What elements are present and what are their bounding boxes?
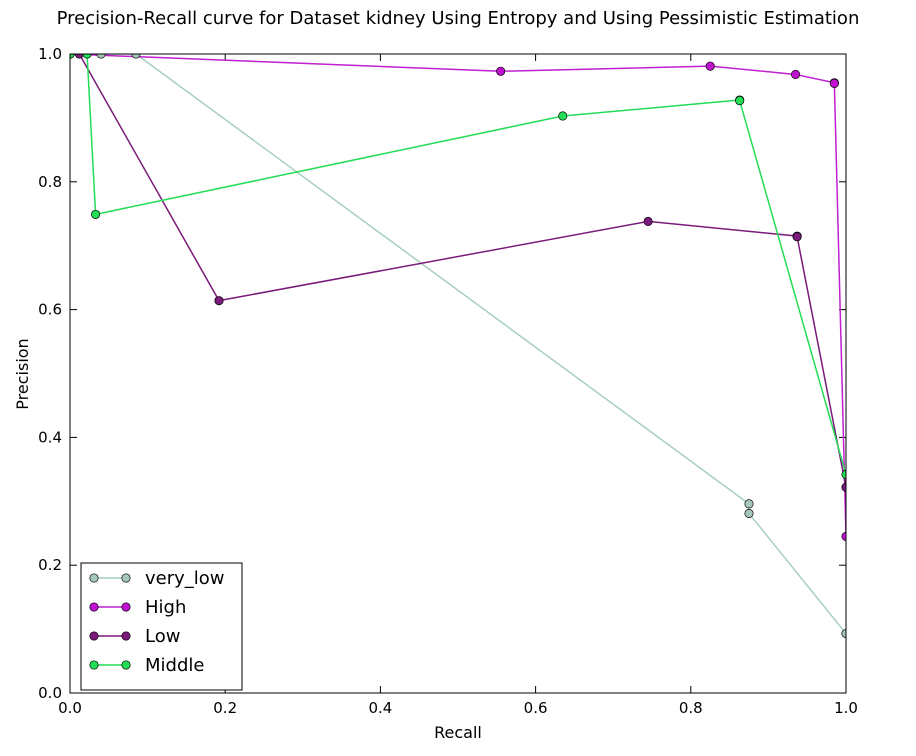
legend-label: Low (145, 626, 180, 647)
legend-marker (121, 602, 131, 612)
series-line-very-low (70, 54, 846, 635)
series-line-middle (70, 54, 846, 475)
data-point-very-low (744, 499, 754, 509)
x-tick-label: 0.2 (213, 699, 237, 717)
data-point-low (792, 232, 802, 242)
data-point-low (643, 216, 653, 226)
x-tick-label: 0.8 (679, 699, 703, 717)
legend-marker (121, 631, 131, 641)
x-tick-label: 0.4 (368, 699, 392, 717)
series-group (70, 54, 846, 639)
plot-area: 0.0 0.2 0.4 0.6 0.8 1.0 0.0 0.2 0.4 0.6 0.8 1.0 (38, 45, 858, 717)
legend-marker (121, 573, 131, 583)
y-axis-label: Precision (13, 338, 32, 409)
legend: very_low High Low Middle (80, 562, 243, 691)
data-point-high (496, 66, 506, 76)
legend-label: High (145, 597, 186, 618)
series-line-high (70, 54, 846, 537)
x-tick-label: 1.0 (834, 699, 858, 717)
data-point-very-low (744, 508, 754, 518)
data-point-very-low (96, 54, 106, 59)
x-tick-label: 0.0 (58, 699, 82, 717)
data-point-low (214, 296, 224, 306)
data-point-high (829, 78, 839, 88)
legend-marker (89, 660, 99, 670)
data-point-middle (91, 209, 101, 219)
data-point-high (705, 61, 715, 71)
data-point-high (791, 69, 801, 79)
legend-label: Middle (145, 655, 204, 676)
plot-frame (69, 53, 847, 694)
legend-box (80, 562, 243, 691)
data-point-very-low (131, 54, 141, 59)
data-point-middle (735, 96, 745, 106)
data-point-middle (82, 54, 92, 59)
legend-marker (121, 660, 131, 670)
y-tick-label: 0.4 (38, 428, 62, 446)
y-tick-label: 1.0 (38, 45, 62, 63)
x-axis-label: Recall (434, 723, 482, 742)
series-line-low (70, 54, 846, 488)
legend-marker (89, 631, 99, 641)
chart-title: Precision-Recall curve for Dataset kidne… (57, 8, 860, 29)
y-tick-label: 0.6 (38, 301, 62, 319)
data-point-middle (558, 111, 568, 121)
legend-marker (89, 602, 99, 612)
data-point-low (74, 54, 84, 59)
y-tick-label: 0.2 (38, 556, 62, 574)
y-tick-label: 0.8 (38, 173, 62, 191)
x-tick-label: 0.6 (524, 699, 548, 717)
legend-marker (89, 573, 99, 583)
legend-label: very_low (145, 568, 225, 589)
y-tick-label: 0.0 (38, 684, 62, 702)
